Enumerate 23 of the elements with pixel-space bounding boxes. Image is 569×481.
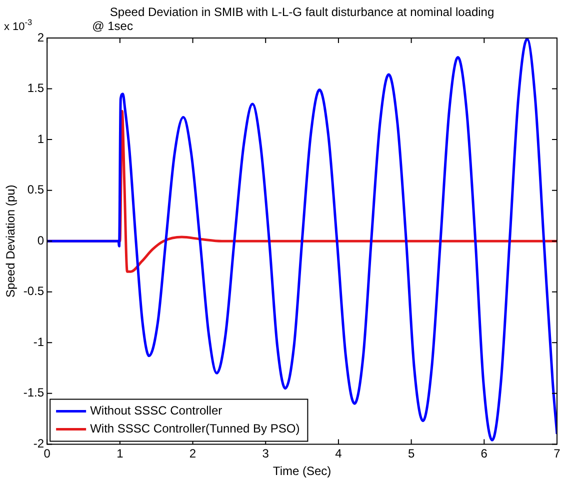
legend-label: Without SSSC Controller (90, 404, 222, 418)
x-tick-label: 5 (408, 446, 415, 461)
y-tick-label: 1.5 (27, 81, 44, 96)
x-tick-label: 7 (554, 446, 561, 461)
chart-subtitle: @ 1sec (92, 19, 133, 33)
chart-title: Speed Deviation in SMIB with L-L-G fault disturbance at nominal loading (110, 5, 494, 19)
y-tick-label: 0.5 (27, 182, 44, 197)
y-tick-label: -1 (33, 334, 44, 349)
y-tick-label: 0 (37, 233, 44, 248)
y-tick-label: -2 (33, 436, 44, 451)
x-tick-label: 3 (262, 446, 270, 461)
y-tick-label: 2 (37, 30, 44, 44)
y-tick-label: -1.5 (23, 386, 44, 400)
x-tick-label: 6 (480, 446, 488, 461)
y-tick-label: -0.5 (23, 284, 44, 298)
y-tick-label: 1 (37, 132, 44, 146)
x-tick-label: 2 (189, 446, 196, 461)
legend-label: With SSSC Controller(Tunned By PSO) (90, 422, 300, 436)
x-tick-label: 4 (335, 446, 342, 461)
x-tick-label: 1 (116, 446, 124, 461)
x-axis-title: Time (Sec) (272, 464, 332, 478)
y-axis-title: Speed Deviation (pu) (4, 184, 18, 298)
line-series (47, 38, 557, 442)
